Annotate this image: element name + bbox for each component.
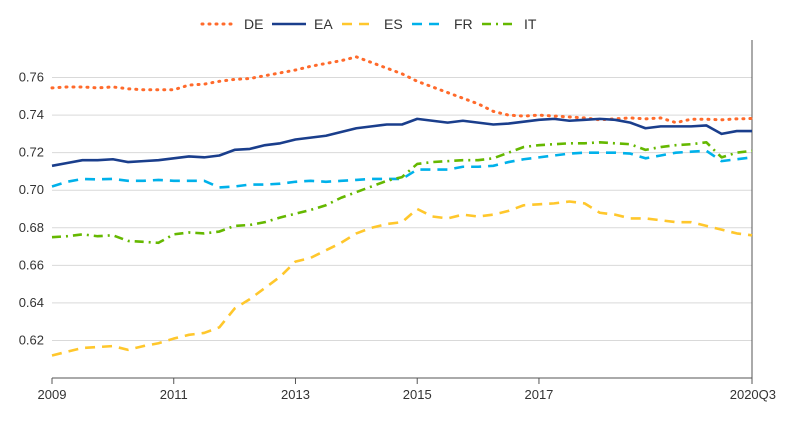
legend: DE EA ES FR IT bbox=[200, 16, 537, 32]
x-tick-label: 2017 bbox=[524, 387, 553, 402]
x-tick-label: 2015 bbox=[403, 387, 432, 402]
x-tick-label: 2009 bbox=[38, 387, 67, 402]
y-tick-label: 0.72 bbox=[19, 145, 44, 160]
y-tick-label: 0.74 bbox=[19, 107, 44, 122]
y-tick-label: 0.70 bbox=[19, 182, 44, 197]
y-tick-label: 0.76 bbox=[19, 70, 44, 85]
series-line-de bbox=[50, 55, 754, 125]
gridlines bbox=[52, 77, 752, 341]
series-line-fr bbox=[51, 149, 753, 189]
series-line-it bbox=[51, 141, 753, 245]
y-tick-label: 0.66 bbox=[19, 257, 44, 272]
axes: 0.62 0.64 0.66 0.68 0.70 0.72 0.74 0.76 2009 2011… bbox=[19, 40, 776, 402]
x-tick-label: 2013 bbox=[281, 387, 310, 402]
series-lines bbox=[50, 55, 754, 357]
legend-label-it: IT bbox=[524, 16, 537, 32]
y-tick-label: 0.68 bbox=[19, 220, 44, 235]
y-tick-label: 0.64 bbox=[19, 295, 44, 310]
series-line-es bbox=[51, 200, 753, 357]
series-line-ea bbox=[51, 117, 752, 168]
x-tick-label: 2020Q3 bbox=[730, 387, 776, 402]
legend-label-de: DE bbox=[244, 16, 263, 32]
x-tick-label: 2011 bbox=[160, 387, 188, 402]
legend-label-es: ES bbox=[384, 16, 403, 32]
legend-label-ea: EA bbox=[314, 16, 333, 32]
y-tick-label: 0.62 bbox=[19, 332, 44, 347]
legend-label-fr: FR bbox=[454, 16, 473, 32]
